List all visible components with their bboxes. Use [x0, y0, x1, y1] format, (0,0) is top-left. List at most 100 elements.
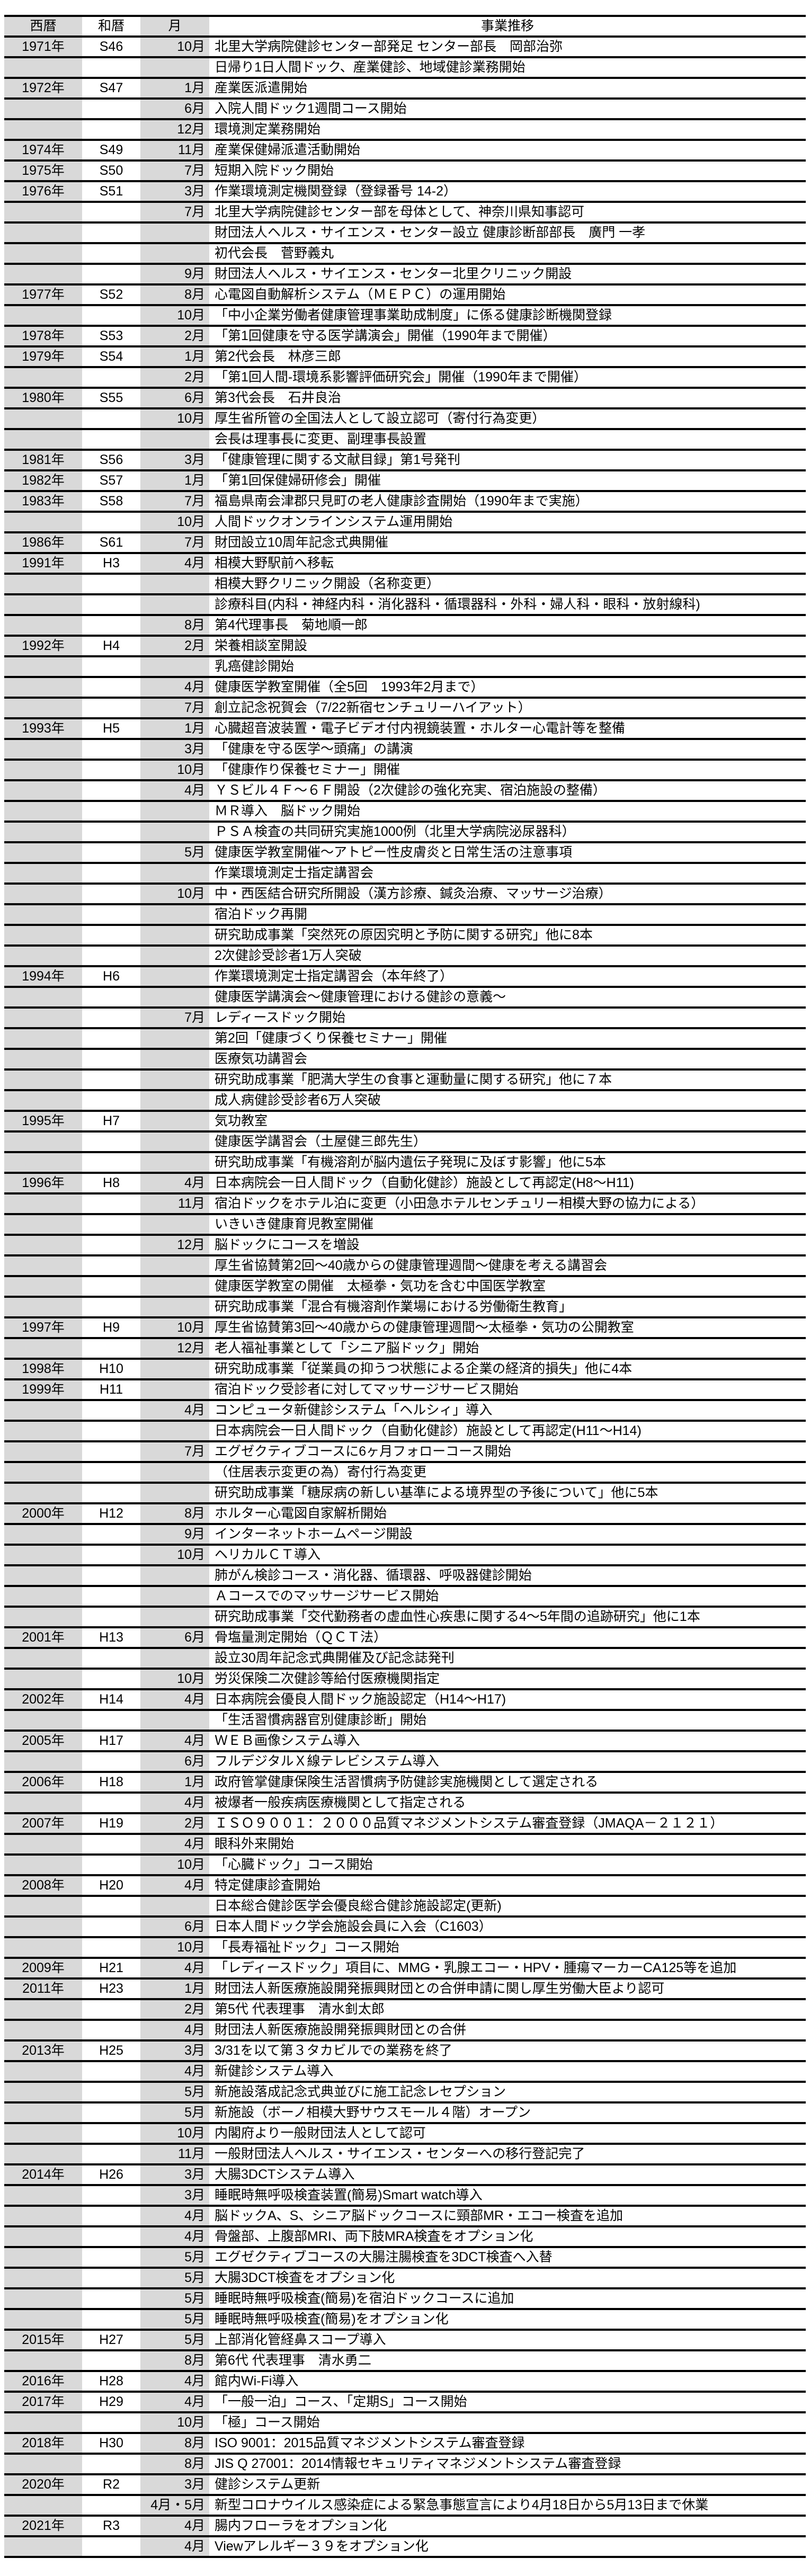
month-cell: 10月 — [140, 2122, 209, 2145]
table-row: 2月 第5代 代表理事 清水釗太郎 — [4, 1998, 806, 2021]
table-row: Ａコースでのマッサージサービス開始 — [4, 1585, 806, 1608]
year-cell — [4, 1130, 82, 1153]
era-cell — [82, 2184, 140, 2207]
month-cell: 12月 — [140, 1337, 209, 1360]
event-cell: 内閣府より一般財団法人として認可 — [209, 2122, 806, 2145]
month-cell — [140, 1709, 209, 1732]
year-cell: 1996年 — [4, 1172, 82, 1195]
era-cell: H14 — [82, 1688, 140, 1711]
event-cell: エグゼクティブコースに6ヶ月フォローコース開始 — [209, 1440, 806, 1463]
era-cell — [82, 759, 140, 781]
month-cell: 9月 — [140, 263, 209, 286]
era-cell: H29 — [82, 2391, 140, 2413]
event-cell: 特定健康診査開始 — [209, 1874, 806, 1897]
month-cell: 9月 — [140, 1523, 209, 1546]
table-row: 3月 睡眠時無呼吸検査装置(簡易)Smart watch導入 — [4, 2184, 806, 2207]
month-cell: 6月 — [140, 1915, 209, 1938]
year-cell — [4, 614, 82, 637]
month-cell: 4月 — [140, 1688, 209, 1711]
era-cell — [82, 1192, 140, 1215]
year-cell — [4, 242, 82, 265]
era-cell: S58 — [82, 490, 140, 513]
event-cell: ヘリカルＣＴ導入 — [209, 1544, 806, 1566]
year-cell — [4, 1915, 82, 1938]
header-wareki: 和暦 — [82, 15, 140, 38]
month-cell: 10月 — [140, 35, 209, 58]
year-cell: 1978年 — [4, 325, 82, 347]
year-cell: 1981年 — [4, 449, 82, 471]
event-cell: いきいき健康育児教室開催 — [209, 1213, 806, 1236]
event-cell: 睡眠時無呼吸検査装置(簡易)Smart watch導入 — [209, 2184, 806, 2207]
month-cell: 4月 — [140, 2391, 209, 2413]
era-cell — [82, 1523, 140, 1546]
year-cell: 2016年 — [4, 2370, 82, 2393]
month-cell: 7月 — [140, 159, 209, 182]
event-cell: 宿泊ドックをホテル泊に変更（小田急ホテルセンチュリー相模大野の協力による） — [209, 1192, 806, 1215]
table-row: 10月 「心臓ドック」コース開始 — [4, 1853, 806, 1876]
event-cell: 新健診システム導入 — [209, 2060, 806, 2083]
year-cell — [4, 759, 82, 781]
event-cell: Viewアレルギー３９をオプション化 — [209, 2535, 806, 2558]
year-cell: 2006年 — [4, 1771, 82, 1794]
event-cell: 「健康管理に関する文献目録」第1号発刊 — [209, 449, 806, 471]
header-seireki: 西暦 — [4, 15, 82, 38]
year-cell — [4, 1998, 82, 2021]
table-row: 初代会長 菅野義丸 — [4, 242, 806, 265]
year-cell — [4, 1668, 82, 1690]
month-cell — [140, 1461, 209, 1484]
table-row: 2017年 H29 4月 「一般一泊」コース、「定期S」コース開始 — [4, 2391, 806, 2413]
year-cell — [4, 1213, 82, 1236]
month-cell — [140, 1358, 209, 1380]
event-cell: 新型コロナウイルス感染症による緊急事態宣言により4月18日から5月13日まで休業 — [209, 2494, 806, 2517]
table-row: 8月 第4代理事長 菊地順一郎 — [4, 614, 806, 637]
month-cell: 8月 — [140, 1502, 209, 1525]
year-cell: 2014年 — [4, 2163, 82, 2186]
month-cell: 5月 — [140, 2329, 209, 2351]
table-row: 1979年 S54 1月 第2代会長 林彦三郎 — [4, 345, 806, 368]
era-cell — [82, 924, 140, 947]
table-row: 1986年 S61 7月 財団設立10周年記念式典開催 — [4, 531, 806, 554]
event-cell: 日帰り1日人間ドック、産業健診、地域健診業務開始 — [209, 56, 806, 79]
month-cell: 4月 — [140, 1399, 209, 1422]
year-cell: 1986年 — [4, 531, 82, 554]
event-cell: 気功教室 — [209, 1110, 806, 1133]
era-cell — [82, 1998, 140, 2021]
month-cell: 4月 — [140, 1874, 209, 1897]
table-row: 10月 労災保険二次健診等給付医療機関指定 — [4, 1668, 806, 1690]
era-cell: S47 — [82, 77, 140, 100]
table-row: 1975年 S50 7月 短期入院ドック開始 — [4, 159, 806, 182]
year-cell: 1992年 — [4, 635, 82, 657]
month-cell: 10月 — [140, 2411, 209, 2434]
year-cell: 1979年 — [4, 345, 82, 368]
era-cell — [82, 97, 140, 120]
table-row: 11月 一般財団法人ヘルス・サイエンス・センターへの移行登記完了 — [4, 2143, 806, 2165]
era-cell — [82, 2081, 140, 2103]
month-cell: 3月 — [140, 2473, 209, 2496]
table-row: 研究助成事業「有機溶剤が脳内遺伝子発現に及ぼす影響」他に5本 — [4, 1151, 806, 1174]
year-cell — [4, 800, 82, 823]
year-cell — [4, 201, 82, 224]
table-row: 財団法人ヘルス・サイエンス・センター設立 健康診断部部長 廣門 一孝 — [4, 221, 806, 244]
event-cell: 成人病健診受診者6万人突破 — [209, 1089, 806, 1112]
month-cell: 1月 — [140, 345, 209, 368]
table-row: 2014年 H26 3月 大腸3DCTシステム導入 — [4, 2163, 806, 2186]
month-cell: 11月 — [140, 2143, 209, 2165]
event-cell: コンピュータ新健診システム「ヘルシィ」導入 — [209, 1399, 806, 1422]
event-cell: 厚生省所管の全国法人として設立認可（寄付行為変更） — [209, 407, 806, 430]
month-cell: 8月 — [140, 2432, 209, 2455]
event-cell: 栄養相談室開設 — [209, 635, 806, 657]
event-cell: エグゼクティブコースの大腸注腸検査を3DCT検査へ入替 — [209, 2246, 806, 2269]
era-cell — [82, 1068, 140, 1091]
year-cell — [4, 2411, 82, 2434]
table-row: 10月 「長寿福祉ドック」コース開始 — [4, 1936, 806, 1959]
table-row: 健康医学講演会〜健康管理における健診の意義〜 — [4, 986, 806, 1009]
era-cell — [82, 2535, 140, 2558]
era-cell: S50 — [82, 159, 140, 182]
event-cell: 研究助成事業「突然死の原因究明と予防に関する研究」他に8本 — [209, 924, 806, 947]
table-row: 4月 財団法人新医療施設開発振興財団との合併 — [4, 2019, 806, 2042]
table-row: 2002年 H14 4月 日本病院会優良人間ドック施設認定（H14〜H17) — [4, 1688, 806, 1711]
year-cell — [4, 1791, 82, 1814]
year-cell: 2021年 — [4, 2515, 82, 2537]
event-cell: 第4代理事長 菊地順一郎 — [209, 614, 806, 637]
month-cell: 6月 — [140, 387, 209, 409]
